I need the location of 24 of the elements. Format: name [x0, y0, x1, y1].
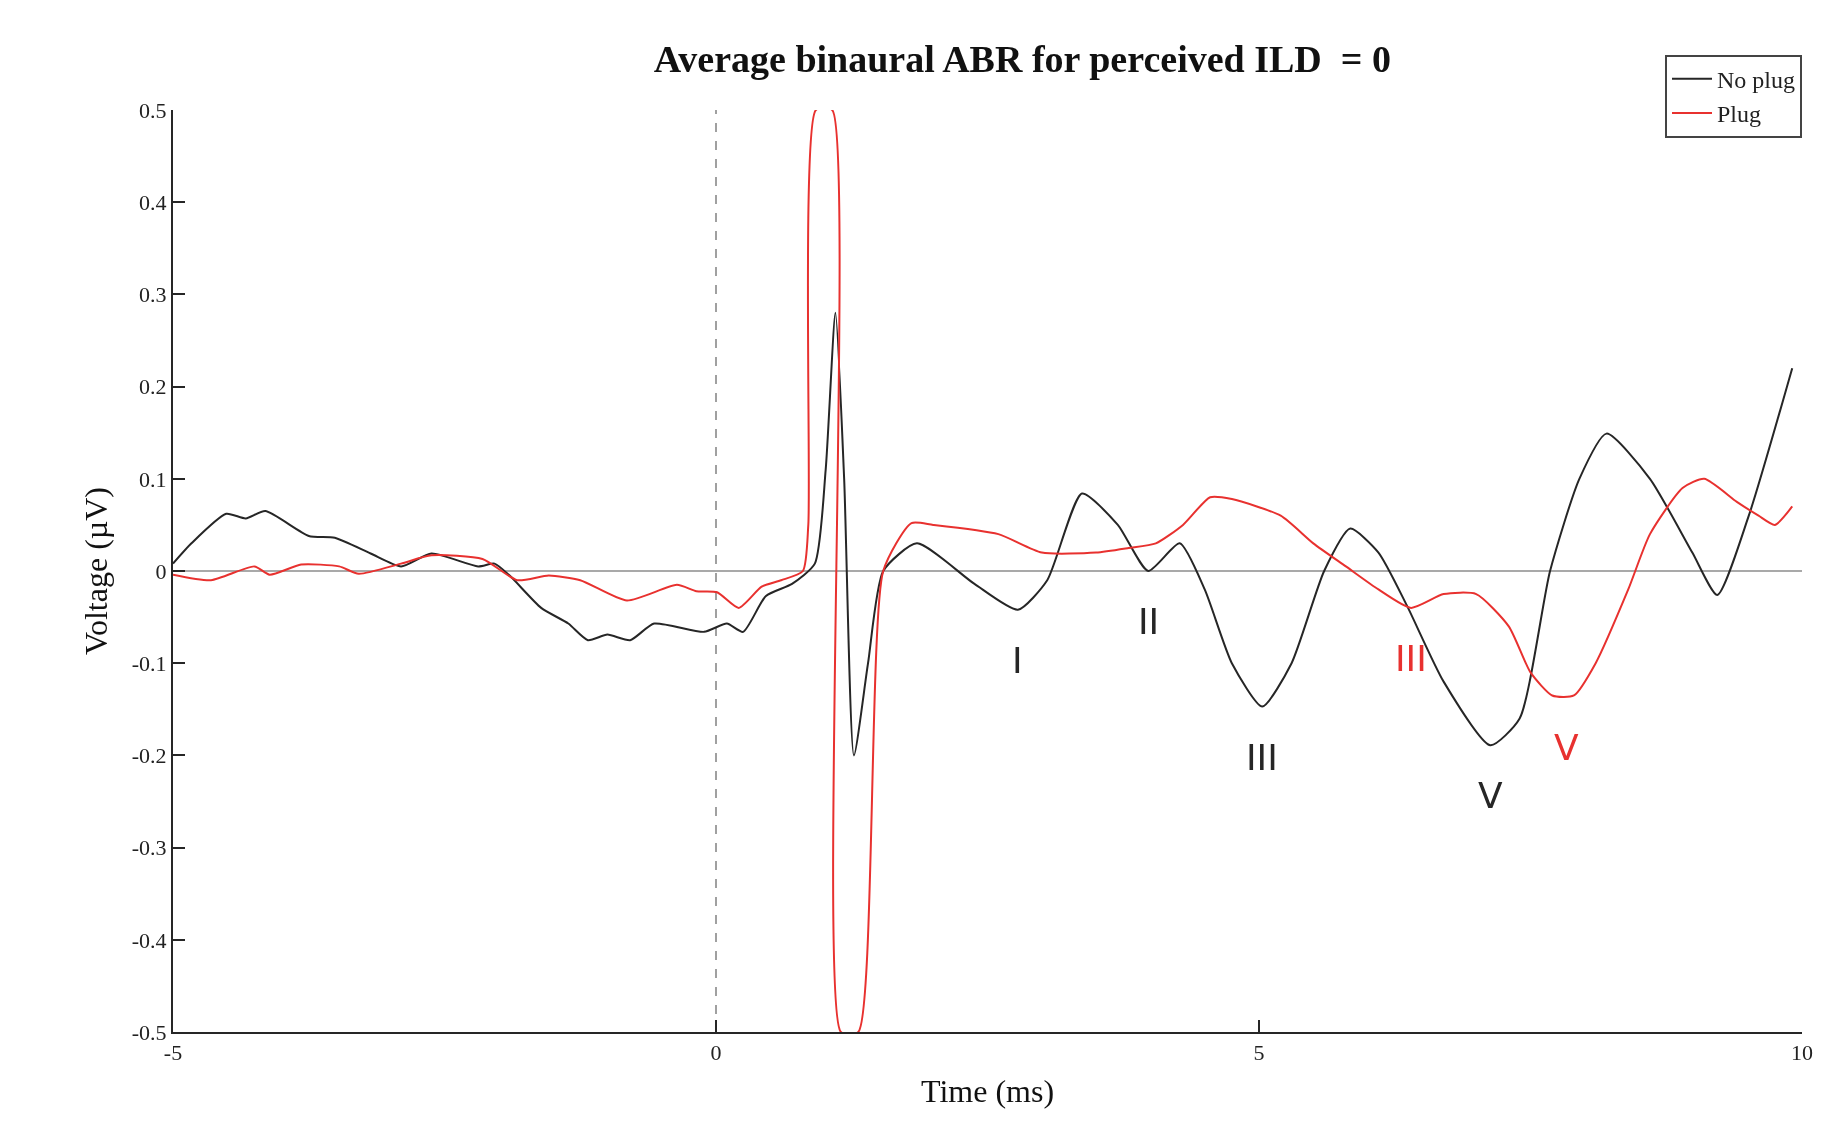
y-tick-label: 0.3 [139, 282, 167, 308]
y-tick-label: 0.4 [139, 189, 167, 215]
legend-label: Plug [1717, 101, 1762, 128]
legend-label: No plug [1717, 67, 1795, 94]
y-tick-label: -0.1 [131, 650, 167, 676]
y-tick-label: 0.5 [139, 97, 167, 123]
annotation: II [1138, 601, 1160, 642]
x-tick-label: 10 [1791, 1040, 1813, 1066]
y-tick-label: 0.1 [139, 466, 167, 492]
x-tick-label: 5 [1253, 1040, 1265, 1066]
y-tick-label: 0.2 [139, 374, 167, 400]
x-tick-label: 0 [710, 1040, 722, 1066]
chart-title: Average binaural ABR for perceived ILD = 0 [653, 37, 1391, 80]
y-tick-label: -0.2 [131, 743, 167, 769]
annotation: I [1012, 640, 1023, 681]
annotation: V [1554, 727, 1579, 768]
annotation: V [1478, 775, 1503, 816]
annotation: III [1246, 737, 1278, 778]
y-axis-title: Voltage (µV) [77, 486, 114, 656]
y-tick-label: 0 [155, 558, 167, 584]
y-tick-label: -0.3 [131, 835, 167, 861]
y-tick-label: -0.4 [131, 927, 167, 953]
x-axis-title: Time (ms) [920, 1072, 1055, 1109]
annotation: III [1395, 638, 1427, 679]
